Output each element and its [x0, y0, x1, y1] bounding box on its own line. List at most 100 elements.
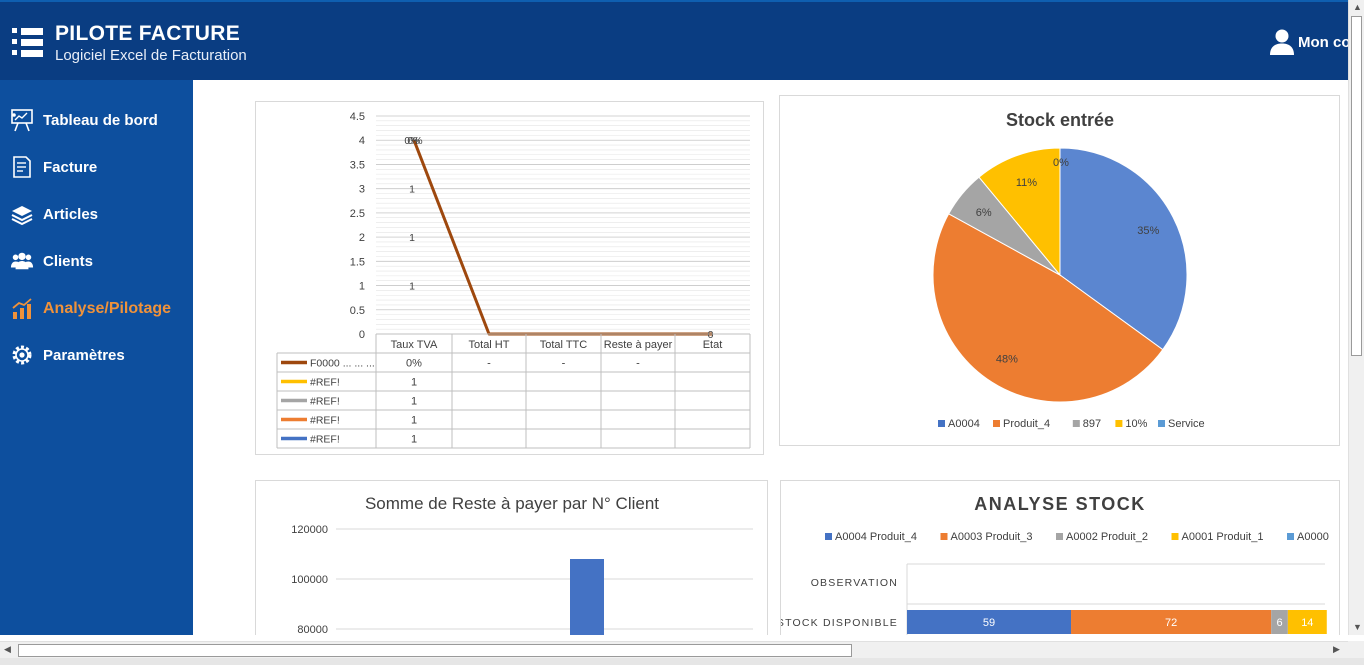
y-tick-label: 1 [359, 281, 365, 293]
legend-label: A0003 Produit_3 [951, 531, 1033, 543]
legend-label: A0004 [948, 418, 980, 430]
y-axis-ticks: 0 0.5 1 1.5 2 2.5 3 3.5 4 4.5 [350, 111, 365, 341]
pie-slice [932, 213, 1164, 403]
legend-label: A0001 Produit_1 [1182, 531, 1264, 543]
slice-label: 35% [1137, 225, 1159, 237]
table-header: Total TTC [540, 339, 588, 351]
legend-label: 10% [1125, 418, 1147, 430]
sidebar-item-articles[interactable]: Articles [0, 194, 193, 234]
series-name: #REF! [310, 377, 340, 389]
horizontal-scroll-thumb[interactable] [18, 644, 852, 657]
line-chart-panel[interactable]: 0 0.5 1 1.5 2 2.5 3 3.5 4 4.5 0% 0% 1 1 1 0 Taux TVA To… [255, 101, 764, 455]
series-name: #REF! [310, 415, 340, 427]
scroll-right-icon[interactable]: ▶ [1333, 644, 1340, 654]
scroll-down-icon[interactable]: ▼ [1353, 622, 1362, 632]
analytics-icon [12, 298, 32, 319]
pie-slice [978, 147, 1061, 277]
sidebar-item-analyse-pilotage[interactable]: Analyse/Pilotage [0, 289, 193, 329]
scroll-up-icon[interactable]: ▲ [1353, 2, 1362, 12]
horizontal-scrollbar[interactable]: ◀ ▶ [0, 641, 1348, 658]
pie-chart: Stock entrée 35% 48% 6% 11% 0% A0004 Produit_… [932, 110, 1205, 430]
chart-legend: A0004 Produit_4 A0003 Produit_3 A0002 Prod… [825, 531, 1329, 543]
legend-label: Service [1168, 418, 1205, 430]
stacked-rows: OBSERVATION STOCK DISPONIBLE 59 72 6 14 [777, 563, 1327, 635]
series-name: #REF! [310, 396, 340, 408]
chart-legend: A0004 Produit_4 897 10% Service [938, 418, 1205, 430]
pie-chart-panel[interactable]: Stock entrée 35% 48% 6% 11% 0% A0004 Produit_… [779, 95, 1340, 446]
data-label: 0% [407, 135, 422, 147]
legend-label: 897 [1083, 418, 1101, 430]
slice-label: 11% [1016, 177, 1037, 189]
sidebar-item-parametres[interactable]: Paramètres [0, 335, 193, 375]
table-cell: 0% [406, 358, 422, 370]
y-tick-label: 80000 [297, 624, 328, 635]
boxes-icon [11, 206, 33, 226]
user-icon[interactable] [1268, 28, 1296, 56]
user-account-label[interactable]: Mon co [1298, 34, 1351, 51]
dashboard-area: 0 0.5 1 1.5 2 2.5 3 3.5 4 4.5 0% 0% 1 1 1 0 Taux TVA To… [193, 80, 1348, 635]
category-label: STOCK DISPONIBLE [781, 617, 898, 629]
list-menu-icon[interactable] [12, 26, 44, 58]
sidebar-item-tableau-de-bord[interactable]: Tableau de bord [0, 100, 193, 140]
chart-title: Stock entrée [1006, 110, 1114, 130]
slice-label: 6% [976, 207, 992, 219]
y-tick-label: 2 [359, 232, 365, 244]
stacked-bar-chart: ANALYSE STOCK A0004 Produit_4 A0003 Produ… [777, 494, 1329, 635]
y-tick-label: 3.5 [350, 159, 365, 171]
table-header: Total HT [469, 339, 510, 351]
segment-label: 72 [1165, 617, 1177, 629]
pie-slice [1059, 147, 1188, 351]
y-tick-label: 4 [359, 135, 365, 147]
bar [570, 559, 604, 635]
data-label: 1 [409, 184, 415, 196]
legend-swatch [1056, 533, 1063, 540]
grid-lines [376, 115, 750, 335]
table-header: Etat [703, 339, 723, 351]
stock-analysis-panel[interactable]: ANALYSE STOCK A0004 Produit_4 A0003 Produ… [777, 480, 1340, 635]
legend-swatch [1158, 420, 1165, 427]
y-tick-label: 4.5 [350, 111, 365, 123]
bar-chart-panel[interactable]: Somme de Reste à payer par N° Client 800… [255, 480, 768, 635]
y-tick-label: 0.5 [350, 305, 365, 317]
slice-labels: 35% 48% 6% 11% 0% [976, 157, 1160, 366]
line-chart: 0 0.5 1 1.5 2 2.5 3 3.5 4 4.5 0% 0% 1 1 1 0 Taux TVA To… [276, 111, 751, 449]
sidebar-item-label: Facture [43, 158, 98, 176]
y-tick-label: 100000 [291, 574, 328, 586]
gear-icon [12, 345, 32, 365]
series-name: #REF! [310, 434, 340, 446]
app-header: PILOTE FACTURE Logiciel Excel de Factura… [0, 0, 1351, 80]
table-header: Taux TVA [391, 339, 438, 351]
sidebar: Tableau de bord Facture Articles [0, 80, 193, 635]
status-strip [0, 658, 1364, 665]
table-cell: - [487, 358, 491, 370]
legend-swatch [940, 533, 948, 540]
sidebar-item-facture[interactable]: Facture [0, 147, 193, 187]
sidebar-item-label: Tableau de bord [43, 111, 158, 129]
data-label: 0% [404, 135, 419, 147]
app-title: PILOTE FACTURE [55, 22, 241, 45]
vertical-scroll-thumb[interactable] [1351, 16, 1362, 356]
y-tick-label: 120000 [291, 524, 328, 536]
scroll-left-icon[interactable]: ◀ [4, 644, 11, 654]
data-label: 0 [708, 329, 714, 341]
legend-swatch [1171, 533, 1179, 540]
y-tick-label: 0 [359, 329, 365, 341]
category-label: OBSERVATION [811, 577, 898, 589]
sidebar-item-clients[interactable]: Clients [0, 241, 193, 281]
legend-label: A0002 Produit_2 [1066, 531, 1148, 543]
vertical-scrollbar[interactable]: ▲ ▼ [1348, 0, 1364, 635]
y-tick-label: 1.5 [350, 256, 365, 268]
table-cell: - [636, 358, 640, 370]
y-tick-label: 3 [359, 184, 365, 196]
legend-swatch [993, 420, 1000, 427]
bar-segment [1287, 610, 1327, 634]
grid-lines: 80000 100000 120000 [291, 524, 753, 635]
segment-label: 6 [1276, 617, 1282, 629]
bar-segment [1271, 610, 1288, 634]
app-subtitle: Logiciel Excel de Facturation [55, 47, 247, 64]
bars [570, 559, 604, 635]
slice-label: 0% [1053, 157, 1069, 169]
legend-swatch [938, 420, 945, 427]
